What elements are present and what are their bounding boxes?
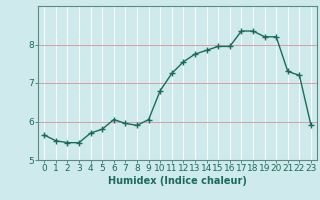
X-axis label: Humidex (Indice chaleur): Humidex (Indice chaleur) (108, 176, 247, 186)
